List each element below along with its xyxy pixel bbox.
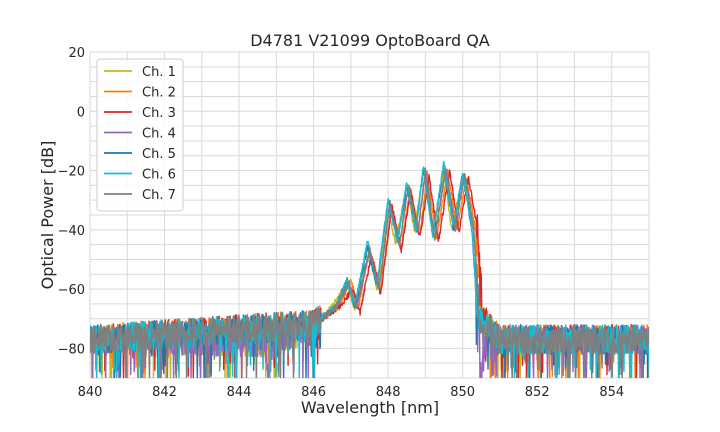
- y-axis-label: Optical Power [dB]: [38, 141, 57, 290]
- y-tick-label: −20: [58, 165, 85, 180]
- x-tick-label: 840: [78, 385, 103, 400]
- legend-label: Ch. 3: [142, 106, 176, 121]
- y-tick-label: −40: [58, 224, 85, 239]
- y-tick-label: −80: [58, 342, 85, 357]
- series-line-ch-7: [90, 168, 649, 378]
- legend-label: Ch. 1: [142, 65, 176, 80]
- legend-label: Ch. 7: [142, 188, 176, 203]
- x-tick-label: 854: [599, 385, 624, 400]
- x-tick-label: 844: [227, 385, 252, 400]
- y-tick-label: −60: [58, 283, 85, 298]
- chart-title: D4781 V21099 OptoBoard QA: [250, 31, 490, 50]
- x-tick-label: 842: [152, 385, 177, 400]
- y-tick-label: 0: [77, 105, 85, 120]
- legend-label: Ch. 2: [142, 86, 176, 101]
- legend-label: Ch. 5: [142, 147, 176, 162]
- legend-label: Ch. 6: [142, 168, 176, 183]
- x-tick-label: 848: [376, 385, 401, 400]
- x-tick-label: 850: [450, 385, 475, 400]
- series-layer: [90, 160, 649, 378]
- y-tick-label: 20: [68, 46, 85, 61]
- x-axis-label: Wavelength [nm]: [301, 398, 439, 417]
- legend-label: Ch. 4: [142, 127, 176, 142]
- x-tick-label: 852: [525, 385, 550, 400]
- x-tick-label: 846: [301, 385, 326, 400]
- tick-labels: 840 842 844 846 848 850 852 854 20 0 −20 −40 −60 −80: [58, 46, 625, 400]
- legend: Ch. 1 Ch. 2 Ch. 3 Ch. 4 Ch. 5 Ch. 6 Ch. 7: [96, 58, 184, 212]
